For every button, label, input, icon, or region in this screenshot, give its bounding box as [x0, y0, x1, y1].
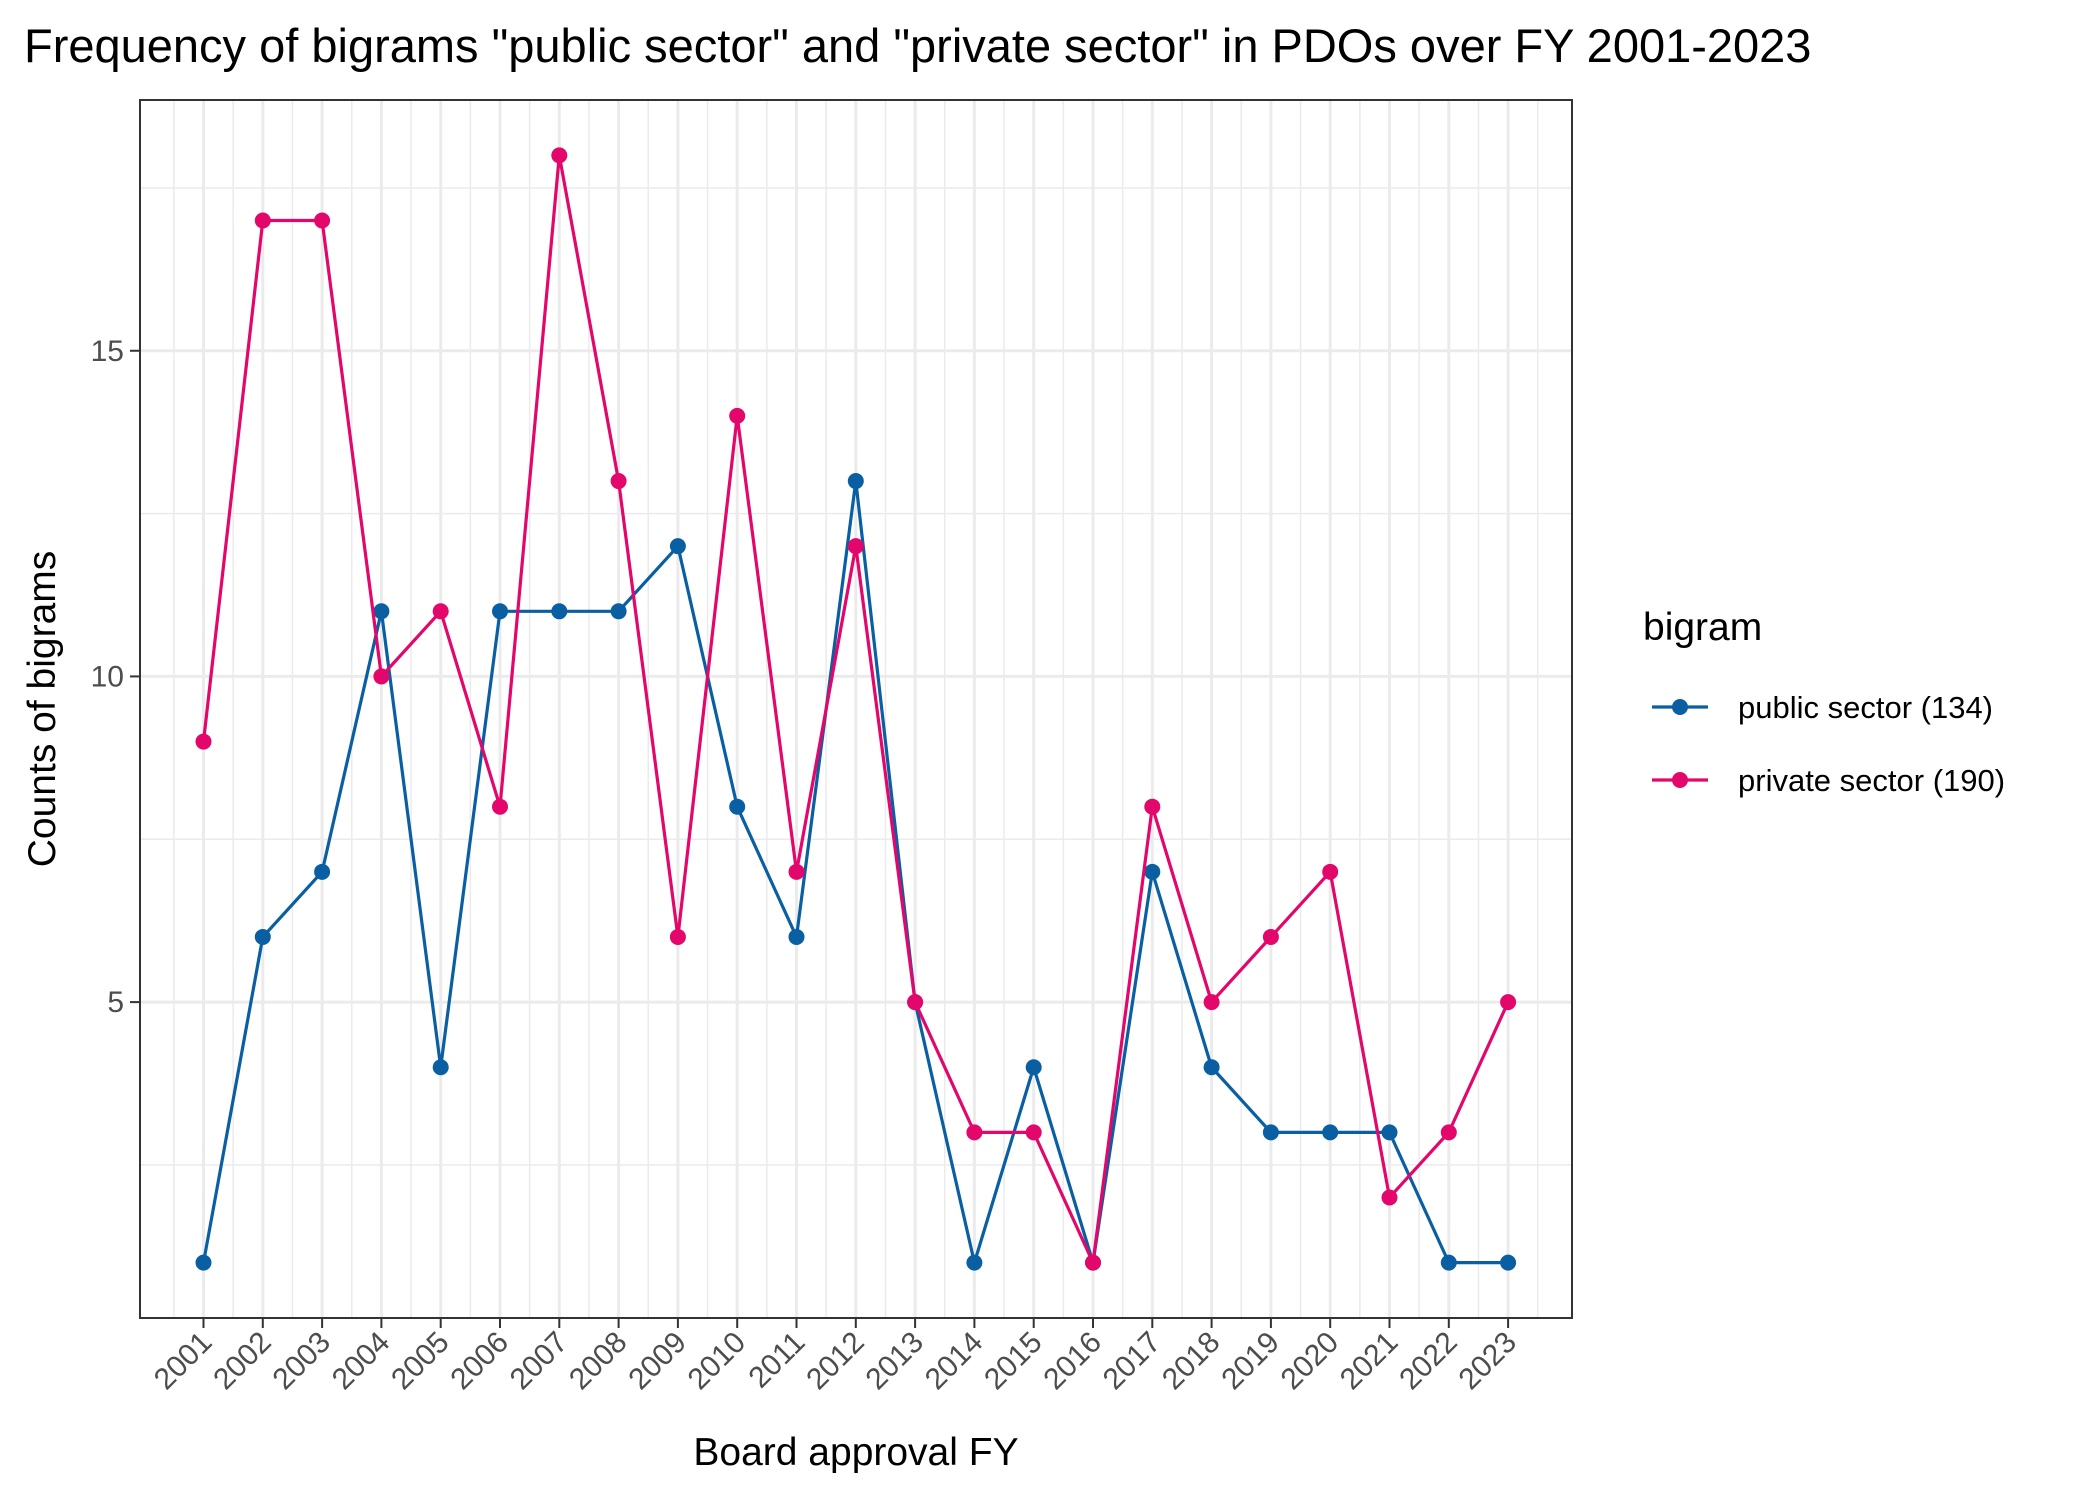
x-tick-label: 2005 — [385, 1326, 456, 1397]
data-point — [1500, 1254, 1517, 1271]
data-point — [254, 928, 271, 945]
data-point — [1381, 1124, 1398, 1141]
x-tick-label: 2002 — [207, 1326, 278, 1397]
legend-key-point — [1672, 699, 1688, 715]
data-point — [847, 473, 864, 490]
data-point — [551, 147, 568, 164]
data-point — [610, 473, 627, 490]
data-point — [1262, 1124, 1279, 1141]
data-point — [373, 668, 390, 685]
data-point — [966, 1254, 983, 1271]
legend-item: private sector (190) — [1652, 763, 2005, 798]
data-point — [1322, 863, 1339, 880]
x-tick-label: 2019 — [1215, 1326, 1286, 1397]
x-tick-label: 2023 — [1453, 1326, 1524, 1397]
x-tick-label: 2011 — [742, 1326, 811, 1395]
x-tick-label: 2017 — [1097, 1326, 1168, 1397]
data-point — [1440, 1124, 1457, 1141]
legend-label: private sector (190) — [1738, 763, 2005, 798]
data-point — [373, 603, 390, 620]
data-point — [1500, 994, 1517, 1011]
data-point — [966, 1124, 983, 1141]
data-point — [492, 798, 508, 815]
x-tick-label: 2010 — [682, 1326, 753, 1397]
data-point — [847, 538, 864, 555]
data-point — [254, 212, 271, 229]
data-point — [1381, 1189, 1398, 1206]
data-point — [195, 733, 212, 750]
minor-gridlines — [140, 100, 1572, 1318]
x-tick-label: 2015 — [978, 1326, 1049, 1397]
data-point — [432, 1059, 449, 1076]
data-point — [551, 603, 568, 620]
data-point — [669, 538, 686, 555]
x-tick-label: 2003 — [267, 1326, 338, 1397]
x-tick-label: 2007 — [504, 1326, 575, 1397]
data-point — [610, 603, 627, 620]
series-private-sector — [195, 147, 1517, 1271]
data-point — [492, 603, 508, 620]
x-tick-label: 2001 — [148, 1326, 219, 1397]
legend: bigram public sector (134) private sector… — [1643, 606, 2005, 798]
x-tick-label: 2013 — [860, 1326, 931, 1397]
data-point — [729, 407, 746, 424]
x-tick-label: 2020 — [1275, 1326, 1346, 1397]
x-tick-label: 2012 — [800, 1326, 871, 1397]
data-point — [729, 798, 746, 815]
legend-item: public sector (134) — [1652, 690, 1993, 725]
x-axis: 2001200220032004200520062007200820092010… — [148, 1318, 1523, 1396]
legend-title: bigram — [1643, 606, 1762, 649]
y-axis: 5 10 15 — [91, 335, 140, 1019]
data-point — [195, 1254, 212, 1271]
data-point — [1144, 798, 1161, 815]
x-tick-label: 2008 — [563, 1326, 634, 1397]
x-tick-label: 2009 — [622, 1326, 693, 1397]
data-point — [788, 863, 805, 880]
legend-label: public sector (134) — [1738, 690, 1993, 725]
legend-key-point — [1672, 772, 1688, 788]
x-tick-label: 2021 — [1334, 1326, 1405, 1397]
data-point — [1025, 1124, 1042, 1141]
data-point — [432, 603, 449, 620]
major-gridlines — [140, 100, 1572, 1318]
x-tick-label: 2006 — [444, 1326, 515, 1397]
data-point — [669, 928, 686, 945]
y-tick-label: 10 — [91, 660, 124, 693]
y-tick-label: 5 — [107, 986, 124, 1019]
chart-title: Frequency of bigrams "public sector" and… — [24, 19, 1811, 72]
x-tick-label: 2022 — [1393, 1326, 1464, 1397]
data-point — [1085, 1254, 1101, 1271]
data-point — [1262, 928, 1279, 945]
y-tick-label: 15 — [91, 335, 124, 368]
x-tick-label: 2004 — [326, 1326, 397, 1397]
x-axis-title: Board approval FY — [693, 1431, 1018, 1474]
x-tick-label: 2016 — [1037, 1326, 1108, 1397]
data-point — [907, 994, 924, 1011]
data-point — [314, 863, 331, 880]
data-point — [1203, 994, 1220, 1011]
data-point — [788, 928, 805, 945]
data-point — [1203, 1059, 1220, 1076]
data-point — [314, 212, 331, 229]
data-point — [1440, 1254, 1457, 1271]
series-layer — [195, 147, 1517, 1271]
data-point — [1025, 1059, 1042, 1076]
data-point — [1322, 1124, 1339, 1141]
data-point — [1144, 863, 1161, 880]
x-tick-label: 2018 — [1156, 1326, 1227, 1397]
y-axis-title: Counts of bigrams — [21, 551, 64, 867]
x-tick-label: 2014 — [919, 1326, 990, 1397]
